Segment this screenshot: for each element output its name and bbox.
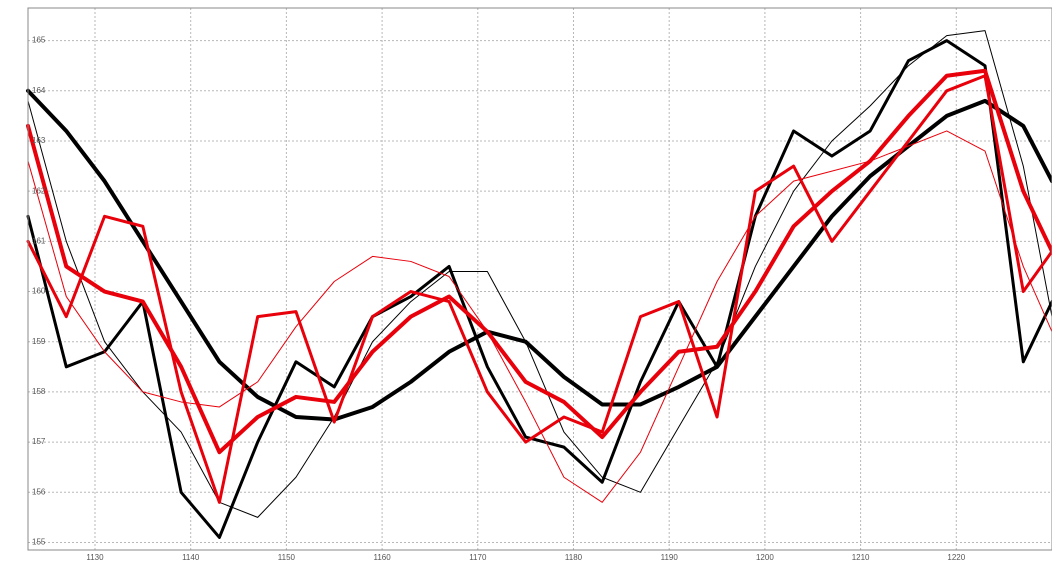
y-tick-label: 157 — [32, 437, 46, 446]
series-line — [26, 74, 1052, 504]
y-tick-label: 163 — [32, 136, 46, 145]
y-tick-label: 155 — [32, 538, 46, 547]
tick-labels: 155 156 157 158 159 160 161 162 163 164 165 1130 114… — [32, 36, 966, 562]
y-tick-label: 161 — [32, 236, 46, 245]
x-tick-label: 1160 — [373, 553, 391, 562]
y-tick-label: 164 — [32, 86, 46, 95]
series-line — [26, 88, 1052, 422]
x-tick-label: 1140 — [182, 553, 200, 562]
x-tick-label: 1200 — [756, 553, 774, 562]
y-tick-label: 156 — [32, 487, 46, 496]
x-tick-label: 1220 — [947, 553, 965, 562]
x-tick-label: 1180 — [565, 553, 583, 562]
y-tick-label: 165 — [32, 36, 46, 45]
series-line — [27, 30, 1052, 518]
y-tick-label: 158 — [32, 387, 46, 396]
x-tick-label: 1150 — [278, 553, 296, 562]
lines — [26, 30, 1052, 539]
x-tick-label: 1190 — [661, 553, 679, 562]
series-line — [26, 68, 1052, 455]
y-tick-label: 162 — [32, 186, 46, 195]
y-tick-label: 160 — [32, 287, 46, 296]
x-tick-label: 1170 — [469, 553, 487, 562]
series-line — [26, 39, 1052, 539]
x-tick-label: 1210 — [852, 553, 870, 562]
series-line — [27, 130, 1052, 503]
plot-frame — [27, 7, 1052, 551]
x-tick-label: 1130 — [86, 553, 104, 562]
y-tick-label: 159 — [32, 337, 46, 346]
